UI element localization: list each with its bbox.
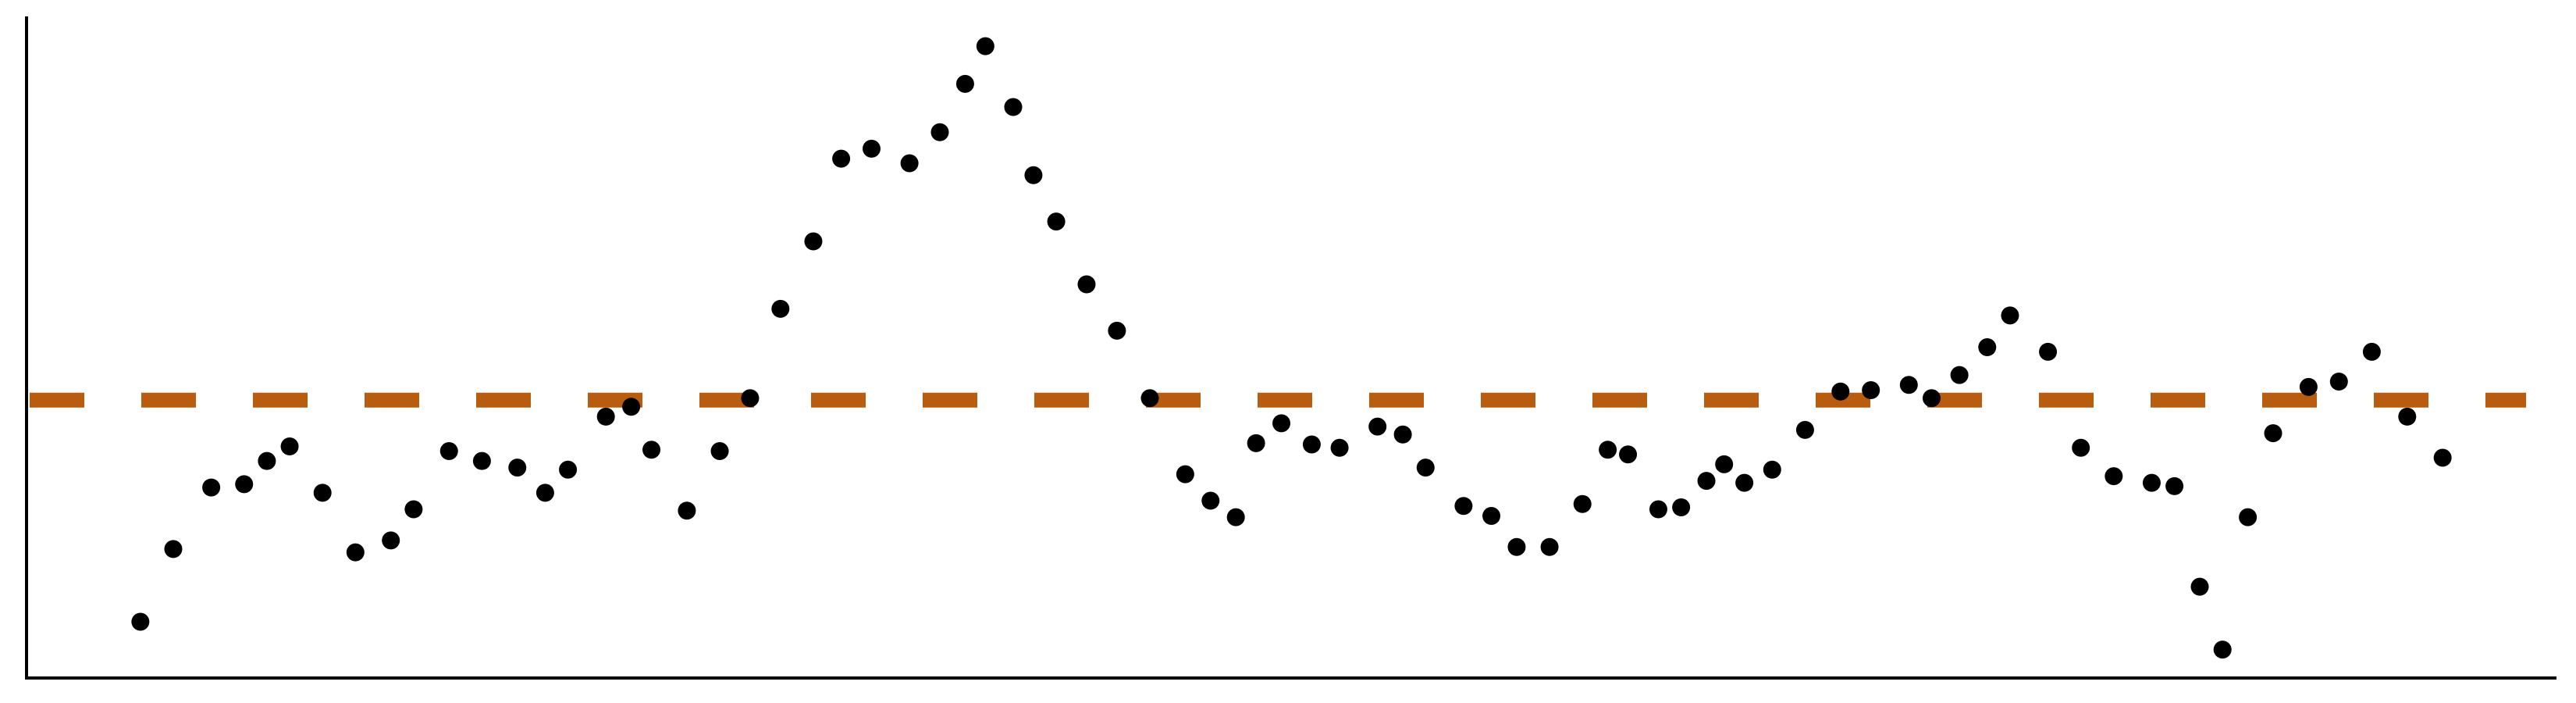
point (404, 500, 423, 519)
point (1795, 420, 1814, 439)
point (804, 232, 823, 251)
point (1272, 414, 1291, 433)
point (258, 451, 276, 470)
point (131, 612, 150, 631)
point (2039, 342, 2058, 361)
point (642, 441, 661, 459)
point (1540, 537, 1559, 556)
point (472, 451, 491, 470)
point (313, 484, 332, 502)
point (2142, 473, 2161, 492)
point (382, 531, 400, 550)
point (2001, 306, 2019, 325)
point (622, 398, 641, 416)
point (1176, 465, 1194, 484)
point (1950, 366, 1969, 384)
point (1454, 497, 1473, 516)
point (2329, 373, 2348, 391)
point (832, 149, 851, 168)
point (2072, 438, 2090, 457)
point (1715, 455, 1734, 473)
point (710, 441, 729, 460)
point (439, 441, 458, 460)
point (1368, 417, 1387, 436)
point (1047, 212, 1066, 231)
point (508, 459, 527, 477)
point (1573, 494, 1592, 513)
point (2362, 342, 2381, 361)
point (900, 154, 919, 173)
point (930, 123, 949, 141)
point (862, 139, 881, 158)
point (2165, 476, 2184, 495)
point (1899, 376, 1918, 394)
point (1763, 460, 1781, 479)
point (1862, 381, 1880, 400)
point (559, 460, 578, 479)
point (1024, 166, 1043, 184)
point (1302, 435, 1321, 454)
point (1697, 472, 1716, 491)
point (1416, 459, 1435, 477)
point (1831, 382, 1850, 401)
point (2433, 448, 2452, 467)
point (1201, 491, 1220, 510)
point (955, 74, 974, 93)
point (164, 540, 183, 558)
point (2264, 424, 2282, 443)
point (1077, 275, 1096, 294)
point (2239, 508, 2258, 526)
point (2190, 577, 2209, 596)
point (771, 299, 790, 318)
point (1735, 473, 1754, 492)
point (1226, 508, 1245, 526)
point (1507, 537, 1526, 556)
point (1004, 98, 1023, 116)
point (976, 37, 994, 55)
point (280, 437, 299, 456)
point (1649, 500, 1667, 519)
point (1482, 506, 1501, 525)
point (1672, 498, 1691, 516)
point (235, 475, 254, 494)
point (1619, 445, 1638, 464)
point (596, 407, 615, 426)
point (1108, 321, 1126, 340)
point (2398, 407, 2417, 426)
point (2299, 377, 2318, 396)
point (346, 543, 365, 562)
point (1599, 441, 1617, 459)
point (2213, 641, 2232, 659)
point (2105, 467, 2123, 486)
point (741, 389, 760, 408)
point (1922, 389, 1941, 408)
point (1140, 389, 1159, 408)
point (678, 501, 696, 520)
point (1978, 338, 1997, 356)
point (535, 484, 554, 502)
point (1330, 438, 1349, 457)
point (1393, 425, 1412, 444)
point (1247, 434, 1265, 452)
point (202, 478, 221, 497)
